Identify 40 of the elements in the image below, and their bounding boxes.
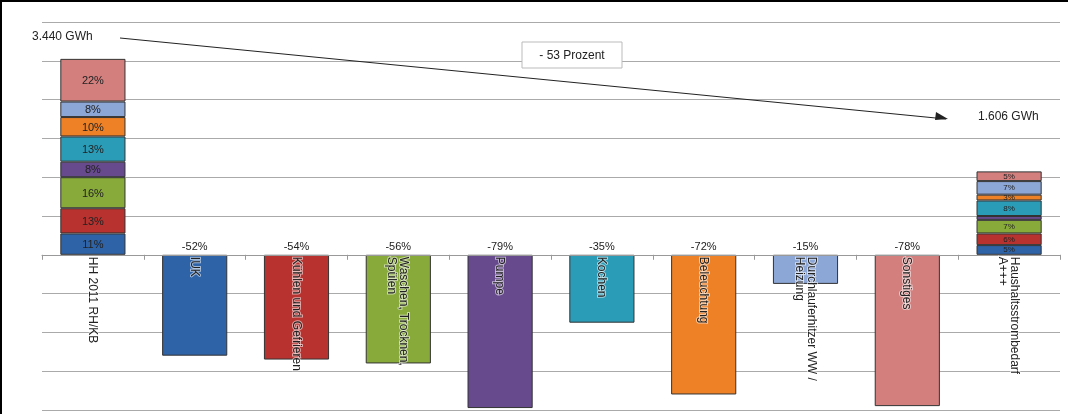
data-label: 8%: [1003, 203, 1015, 213]
text: 3.440 GWh: [32, 29, 93, 43]
x-tick-label: Kochen: [594, 256, 609, 298]
data-label: 5%: [1003, 171, 1015, 181]
x-tick-label: Haushaltsstrombedarf A+++: [996, 256, 1023, 378]
bar: [671, 254, 737, 395]
data-label: -15%: [792, 239, 819, 252]
data-label: -56%: [385, 239, 412, 252]
data-label: -78%: [894, 239, 921, 252]
data-label: 8%: [84, 163, 102, 176]
data-label: 7%: [1003, 183, 1015, 193]
x-tick-label: Kühlen und Gefrieren: [289, 256, 304, 371]
data-label: 8%: [84, 103, 102, 116]
data-label: -52%: [181, 239, 208, 252]
data-label: -54%: [283, 239, 310, 252]
data-label: -35%: [589, 239, 615, 252]
data-label: -72%: [690, 239, 717, 252]
data-label: 10%: [81, 120, 105, 133]
data-label: 11%: [82, 238, 104, 251]
x-tick-label: Durchlauferhitzer WW / Heizung: [792, 256, 819, 385]
x-tick-label: Pumpe: [493, 256, 508, 296]
bar: [569, 254, 635, 323]
data-label: 13%: [81, 143, 105, 156]
annotation: 1.606 GWh: [978, 109, 1039, 123]
x-tick-label: Waschen, Trocknen, Spülen: [385, 256, 412, 370]
x-tick-label: HH 2011 RH/KB: [85, 256, 100, 344]
bar: [467, 254, 533, 409]
data-label: 16%: [81, 186, 105, 199]
data-label: 13%: [81, 214, 105, 227]
data-label: 22%: [81, 74, 105, 87]
bar: [162, 254, 228, 356]
data-label: -79%: [487, 239, 514, 252]
data-label: 5%: [1003, 245, 1015, 255]
data-label: 7%: [1003, 222, 1015, 232]
annotation: - 53 Prozent: [539, 48, 606, 62]
x-tick-label: Beleuchtung: [696, 256, 711, 324]
data-label: 6%: [1003, 234, 1015, 244]
x-tick-label: IUK: [187, 256, 202, 277]
bar: [874, 254, 940, 407]
x-tick-label: Sonstiges: [900, 256, 915, 310]
